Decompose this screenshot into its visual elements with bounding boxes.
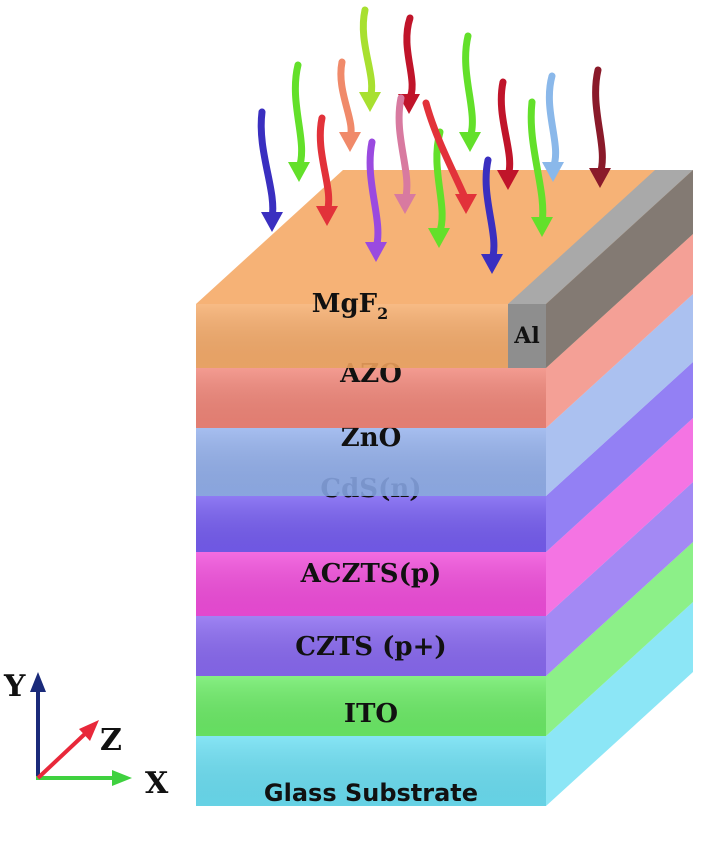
layer-azo: AZO [196,234,693,428]
al-label: Al [513,323,539,349]
layer-azo-side [546,234,693,428]
light-ray-shaft [359,6,376,102]
layer-azo-sheen [196,368,546,428]
layer-cds-sheen [196,496,546,552]
light-ray-shaft [403,14,416,104]
light-ray-head [316,206,338,226]
light-ray-shaft [395,94,411,204]
z-axis-arrow-icon [79,720,99,741]
light-ray-head [481,254,503,274]
light-ray-arrow-icon [527,98,553,237]
light-ray-head [589,168,611,188]
light-ray-shaft [257,108,277,222]
layer-glass-sheen [196,736,546,806]
layer-aczts-label: ACZTS(p) [300,559,442,589]
layer-glass: Glass Substrate [196,602,693,807]
layer-zno: ZnO [196,294,693,496]
layer-ito: ITO [196,542,693,736]
light-ray-head [455,194,477,214]
light-ray-shaft [291,61,306,172]
light-ray-head [339,132,361,152]
layer-mgf2-sheen [196,304,546,368]
light-ray-shaft [462,32,476,142]
light-ray-shaft [545,72,560,172]
light-ray-head [359,92,381,112]
layer-czts-side [546,482,693,676]
light-ray-arrow-icon [497,78,519,190]
layer-aczts-sheen [196,552,546,616]
layer-zno-sheen [196,428,546,496]
light-ray-arrow-icon [316,114,338,226]
z-axis-label: Z [100,723,122,758]
light-ray-shaft [337,58,355,142]
light-ray-shaft [527,98,547,227]
z-axis-line [36,729,90,780]
light-ray-arrow-icon [365,138,387,262]
y-axis-arrow-icon [30,672,46,692]
layer-cds-side [546,362,693,552]
light-ray-arrow-icon [288,61,310,182]
layer-aczts: ACZTS(p) [196,418,693,616]
layer-czts-sheen [196,616,546,676]
light-ray-head [428,228,450,248]
light-ray-shaft [592,66,606,178]
layer-glass-side [546,602,693,806]
light-ray-head [542,162,564,182]
layer-mgf2-label: MgF2 [312,289,389,323]
light-ray-head [288,162,310,182]
y-axis-label: Y [3,669,26,704]
light-ray-arrow-icon [589,66,611,188]
light-ray-arrow-icon [422,99,477,214]
light-ray-arrow-icon [359,6,381,112]
light-ray-arrow-icon [394,94,416,214]
layer-aczts-side [546,418,693,616]
layer-mgf2-subscript: 2 [377,304,388,323]
light-ray-head [261,212,283,232]
x-axis-arrow-icon [112,770,132,786]
light-rays [257,6,611,274]
light-ray-arrow-icon [481,156,503,274]
al-contact: Al [508,170,693,368]
light-ray-shaft [316,114,333,216]
light-ray-arrow-icon [337,58,361,152]
light-ray-arrow-icon [542,72,564,182]
light-ray-shaft [366,138,382,252]
light-ray-head [394,194,416,214]
light-ray-head [531,217,553,237]
light-ray-head [459,132,481,152]
light-ray-arrow-icon [257,108,283,232]
light-ray-head [497,170,519,190]
layer-zno-side [546,294,693,496]
layer-ito-side [546,542,693,736]
layer-ito-label: ITO [344,699,398,729]
layer-cds: CdS(n) [196,362,693,552]
axis-indicator: Y Z X [3,669,169,801]
light-ray-shaft [422,99,470,204]
al-contact-side [546,170,693,368]
light-ray-arrow-icon [459,32,481,152]
light-ray-head [365,242,387,262]
al-contact-front [508,304,546,368]
light-ray-shaft [482,156,498,264]
x-axis-label: X [145,766,169,801]
layer-glass-label: Glass Substrate [264,779,478,807]
layer-czts: CZTS (p+) [196,482,693,676]
layer-ito-sheen [196,676,546,736]
light-ray-shaft [497,78,514,180]
layer-czts-label: CZTS (p+) [295,632,446,662]
al-contact-top [508,170,693,304]
